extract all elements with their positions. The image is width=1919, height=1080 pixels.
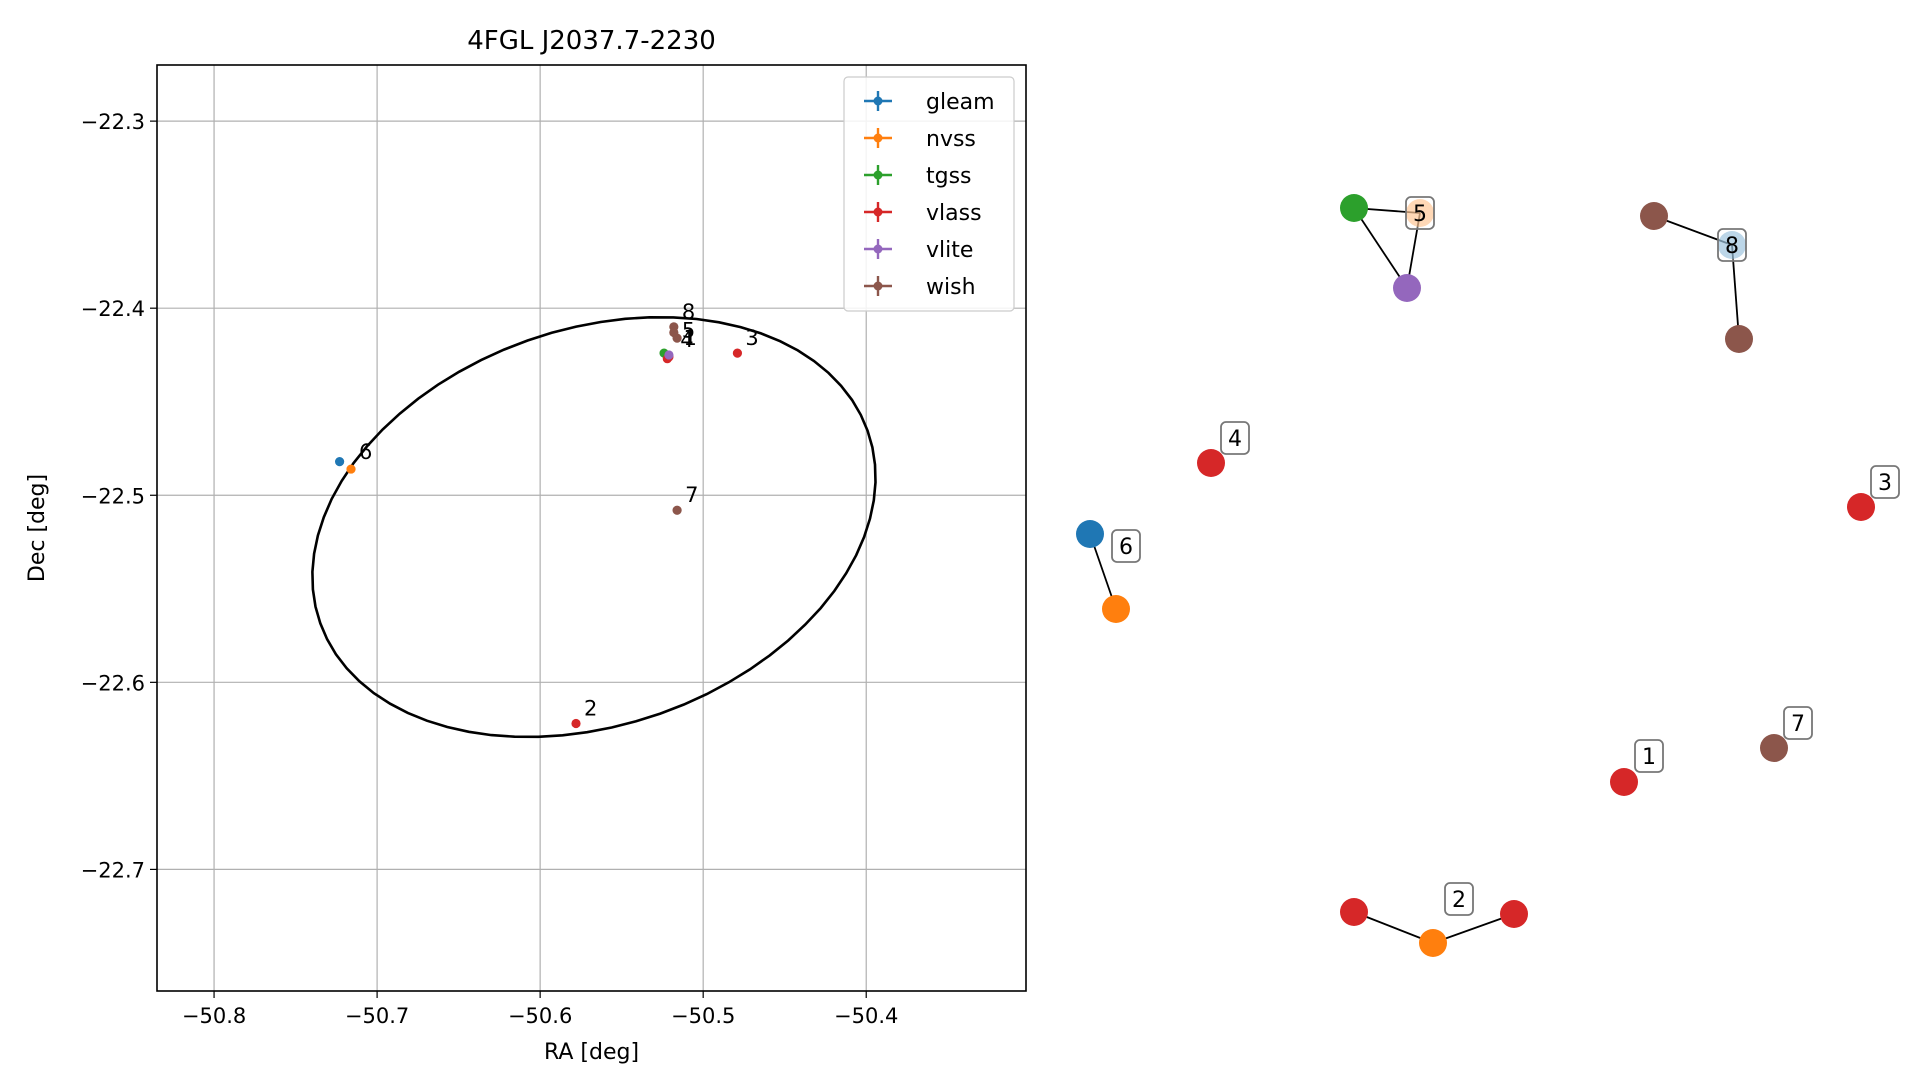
network-label-box (1220, 421, 1250, 455)
network-node (1725, 325, 1753, 353)
legend-marker-vlass (873, 207, 883, 217)
legend-label: nvss (926, 127, 976, 152)
network-label-box (1717, 228, 1747, 262)
network-node (1500, 900, 1528, 928)
legend-marker-vlite (873, 244, 883, 254)
network-node-label: 1 (1642, 745, 1656, 770)
y-tick-label: −22.7 (81, 858, 145, 882)
network-node (1847, 493, 1875, 521)
network-node (1640, 202, 1668, 230)
point-annotation: 1 (683, 326, 696, 350)
data-points (335, 322, 743, 729)
point-vlite (664, 350, 674, 360)
chart-title: 4FGL J2037.7-2230 (467, 26, 716, 56)
network-node (1406, 199, 1434, 227)
x-tick-label: −50.7 (345, 1004, 409, 1028)
network-edges (1089, 207, 1740, 944)
x-tick-label: −50.5 (671, 1004, 735, 1028)
point-annotation: 6 (359, 440, 372, 464)
legend-label: tgss (926, 164, 972, 189)
point-annotation: 8 (682, 300, 695, 324)
point-gleam (335, 456, 345, 467)
y-tick-label: −22.6 (81, 671, 145, 695)
network-node (1419, 929, 1447, 957)
network-node-label: 6 (1119, 535, 1133, 560)
point-wish (669, 327, 679, 338)
network-node (1102, 595, 1130, 623)
network-edge (1353, 911, 1434, 944)
network-node-label: 3 (1878, 471, 1892, 496)
point-annotation: 7 (685, 483, 698, 507)
legend-marker-wish (873, 281, 883, 291)
network-node (1718, 231, 1746, 259)
point-vlass (732, 348, 743, 358)
y-axis-ticks: −22.3 −22.4 −22.5 −22.6 −22.7 (81, 110, 157, 882)
axes-frame (156, 64, 1027, 992)
network-node (1076, 520, 1104, 548)
network-label-box (1870, 465, 1900, 499)
network-edge (1353, 207, 1408, 289)
point-wish (672, 505, 682, 515)
y-tick-label: −22.5 (81, 484, 145, 508)
legend-box (843, 76, 1015, 312)
x-tick-label: −50.8 (182, 1004, 246, 1028)
point-annotation: 2 (584, 696, 597, 720)
legend-marker-nvss (873, 133, 883, 143)
y-tick-label: −22.3 (81, 110, 145, 134)
point-annotation: 5 (682, 319, 695, 343)
point-vlass (571, 718, 581, 729)
y-tick-label: −22.4 (81, 297, 145, 321)
y-axis-label: Dec [deg] (25, 474, 50, 582)
network-node (1340, 898, 1368, 926)
legend: gleam nvss tgss vlass vlite wish (843, 76, 1015, 312)
legend-marker-gleam (873, 96, 883, 106)
x-axis-ticks: −50.8 −50.7 −50.6 −50.5 −50.4 (182, 991, 898, 1028)
network-label-box (1111, 529, 1141, 563)
network-node (1340, 194, 1368, 222)
network-node (1760, 734, 1788, 762)
network-label-box (1783, 706, 1813, 740)
network-labels: 5 8 4 3 6 7 1 2 (1111, 196, 1900, 916)
legend-label: vlass (926, 201, 982, 226)
network-label-box (1405, 196, 1435, 230)
point-annotation: 4 (680, 328, 693, 352)
network-edge (1432, 913, 1515, 944)
network-node (1610, 768, 1638, 796)
network-node (1393, 274, 1421, 302)
legend-label: wish (926, 275, 976, 300)
network-node-label: 5 (1413, 202, 1427, 227)
network-node (1197, 449, 1225, 477)
network-node-label: 8 (1725, 234, 1739, 259)
legend-label: vlite (926, 238, 973, 263)
point-annotation: 3 (745, 326, 758, 350)
network-panel: 5 8 4 3 6 7 1 2 (1076, 194, 1900, 957)
network-node-label: 4 (1228, 427, 1242, 452)
network-node-label: 2 (1452, 888, 1466, 913)
x-tick-label: −50.4 (834, 1004, 898, 1028)
x-tick-label: −50.6 (508, 1004, 572, 1028)
network-label-box (1444, 882, 1474, 916)
network-node-label: 7 (1791, 712, 1805, 737)
legend-label: gleam (926, 90, 995, 115)
error-ellipse-layer (311, 315, 877, 739)
error-ellipse (311, 315, 877, 739)
point-nvss (346, 464, 356, 474)
x-axis-label: RA [deg] (544, 1040, 639, 1065)
network-label-box (1634, 739, 1664, 773)
network-nodes (1076, 194, 1875, 957)
legend-marker-tgss (873, 170, 883, 180)
